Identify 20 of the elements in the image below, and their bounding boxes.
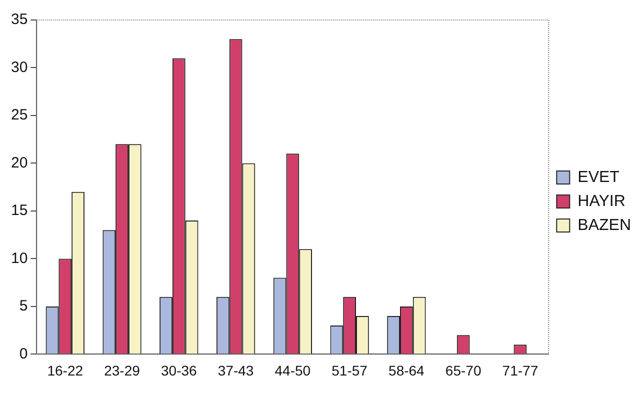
y-tick-label: 5 — [19, 298, 28, 315]
y-tick-label: 0 — [19, 345, 28, 362]
y-tick-label: 20 — [10, 154, 28, 172]
x-tick-label: 58-64 — [388, 362, 425, 378]
x-tick-label: 37-43 — [218, 362, 254, 378]
x-tick-label: 51-57 — [332, 362, 368, 378]
x-tick-label: 23-29 — [104, 362, 140, 378]
y-tick-label: 15 — [10, 202, 28, 220]
legend-label: HAYIR — [578, 192, 626, 210]
legend-label: EVET — [578, 168, 620, 186]
legend-label: BAZEN — [578, 216, 631, 234]
y-tick-label: 10 — [10, 250, 28, 267]
y-tick-label: 35 — [10, 11, 28, 28]
x-tick-label: 16-22 — [47, 362, 84, 378]
x-tick-label: 44-50 — [274, 362, 311, 378]
x-tick-label: 65-70 — [445, 362, 482, 378]
x-tick-label: 71-77 — [502, 362, 538, 378]
y-tick-label: 30 — [10, 58, 28, 76]
x-tick-label: 30-36 — [160, 362, 198, 378]
y-tick-label: 25 — [10, 106, 28, 124]
